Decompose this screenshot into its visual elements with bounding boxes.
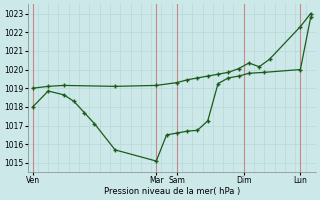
X-axis label: Pression niveau de la mer( hPa ): Pression niveau de la mer( hPa ) bbox=[104, 187, 240, 196]
